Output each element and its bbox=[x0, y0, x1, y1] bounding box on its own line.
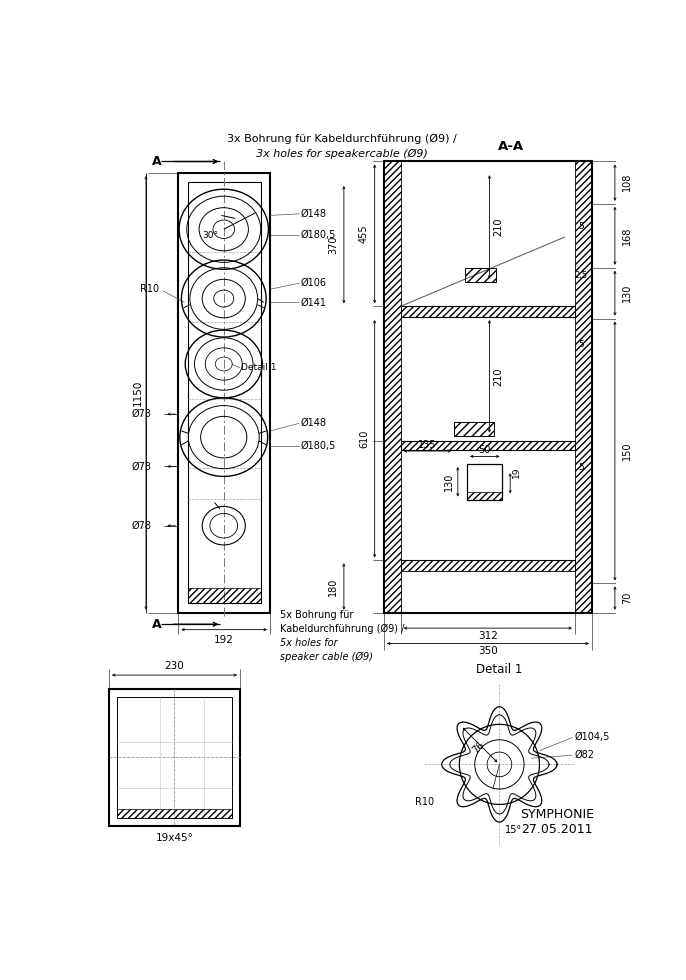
Text: Ø82: Ø82 bbox=[574, 750, 594, 760]
Text: Ø180,5: Ø180,5 bbox=[300, 230, 336, 240]
Text: 130: 130 bbox=[444, 472, 453, 491]
Text: 130: 130 bbox=[622, 284, 632, 303]
Text: Ø73: Ø73 bbox=[132, 462, 152, 471]
Bar bbox=[187, 182, 261, 604]
Bar bbox=[384, 162, 401, 612]
Text: R10: R10 bbox=[140, 284, 159, 294]
Text: 30°: 30° bbox=[202, 231, 219, 240]
Text: 312: 312 bbox=[478, 631, 498, 641]
Text: 5x holes for: 5x holes for bbox=[280, 638, 338, 648]
Text: A-A: A-A bbox=[498, 139, 524, 153]
Text: 192: 192 bbox=[214, 635, 234, 645]
Bar bbox=[401, 307, 575, 318]
Text: 180: 180 bbox=[328, 577, 338, 596]
Bar bbox=[401, 441, 575, 450]
Bar bbox=[187, 588, 261, 604]
Text: Ø78: Ø78 bbox=[132, 520, 152, 531]
Text: 27.05.2011: 27.05.2011 bbox=[521, 823, 593, 836]
Bar bbox=[401, 561, 575, 571]
Bar bbox=[117, 697, 233, 818]
Text: 3x holes for speakercable (Ø9): 3x holes for speakercable (Ø9) bbox=[256, 149, 427, 159]
Text: Ø104,5: Ø104,5 bbox=[574, 732, 609, 743]
Text: 5: 5 bbox=[578, 464, 584, 472]
Text: 135: 135 bbox=[418, 440, 437, 450]
Text: 370: 370 bbox=[328, 235, 338, 254]
Text: Ø106: Ø106 bbox=[300, 278, 327, 288]
Bar bbox=[117, 809, 233, 818]
Text: 3x Bohrung für Kabeldurchführung (Ø9) /: 3x Bohrung für Kabeldurchführung (Ø9) / bbox=[226, 134, 456, 144]
Text: Kabeldurchführung (Ø9) /: Kabeldurchführung (Ø9) / bbox=[280, 624, 404, 634]
Text: 19x45°: 19x45° bbox=[156, 833, 193, 844]
Text: R10: R10 bbox=[415, 797, 434, 807]
Bar bbox=[467, 465, 503, 500]
Text: 5x Bohrung für: 5x Bohrung für bbox=[280, 611, 353, 620]
Text: 150: 150 bbox=[622, 442, 632, 461]
Text: 5: 5 bbox=[578, 222, 584, 231]
Bar bbox=[178, 173, 270, 612]
Bar bbox=[454, 421, 494, 436]
Text: A: A bbox=[152, 617, 162, 631]
Text: 610: 610 bbox=[359, 429, 369, 448]
Bar bbox=[465, 268, 495, 281]
Text: 230: 230 bbox=[165, 661, 185, 671]
Text: 108: 108 bbox=[622, 173, 632, 191]
Text: 210: 210 bbox=[494, 368, 504, 385]
Text: 70: 70 bbox=[622, 592, 632, 605]
Text: speaker cable (Ø9): speaker cable (Ø9) bbox=[280, 652, 373, 662]
Text: 210: 210 bbox=[494, 218, 504, 236]
Text: Ø180,5: Ø180,5 bbox=[300, 441, 336, 452]
Text: Ø148: Ø148 bbox=[300, 418, 327, 428]
Text: SYMPHONIE: SYMPHONIE bbox=[520, 808, 594, 821]
Bar bbox=[384, 162, 592, 612]
Text: Detail 1: Detail 1 bbox=[476, 663, 523, 676]
Text: 1150: 1150 bbox=[133, 379, 143, 406]
Text: 350: 350 bbox=[478, 646, 498, 657]
Text: A: A bbox=[152, 155, 162, 168]
Text: 168: 168 bbox=[622, 226, 632, 245]
Text: 76: 76 bbox=[471, 739, 486, 756]
Text: Ø148: Ø148 bbox=[300, 209, 327, 219]
Text: Ø141: Ø141 bbox=[300, 297, 327, 308]
Text: 5: 5 bbox=[578, 340, 584, 349]
Text: 15°: 15° bbox=[505, 825, 522, 835]
Bar bbox=[575, 162, 592, 612]
Text: 19: 19 bbox=[512, 466, 521, 477]
Text: 50: 50 bbox=[479, 445, 491, 456]
Text: 455: 455 bbox=[359, 224, 369, 243]
Text: Ø73: Ø73 bbox=[132, 409, 152, 419]
Text: 2,5: 2,5 bbox=[574, 270, 588, 280]
Bar bbox=[467, 492, 503, 500]
Text: Detail 1: Detail 1 bbox=[241, 364, 276, 372]
Bar bbox=[109, 689, 240, 826]
